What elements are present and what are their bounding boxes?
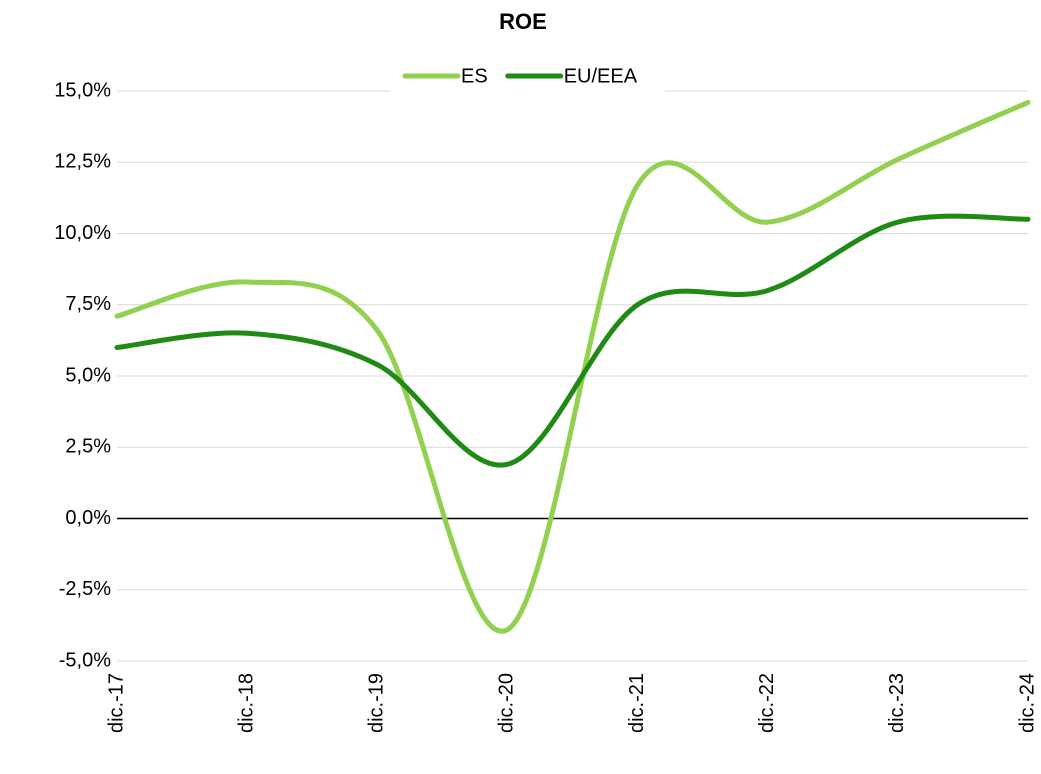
x-tick-label: dic.-20 [496, 673, 518, 733]
legend-label: EU/EEA [564, 65, 638, 87]
chart-title: ROE [499, 9, 547, 34]
y-tick-label: 12,5% [54, 151, 111, 173]
y-tick-label: 0,0% [65, 507, 111, 529]
x-tick-label: dic.-19 [366, 673, 388, 733]
y-tick-label: -2,5% [59, 578, 111, 600]
x-tick-label: dic.-23 [886, 673, 908, 733]
legend-label: ES [461, 65, 488, 87]
y-tick-label: 15,0% [54, 79, 111, 101]
series-line [114, 99, 1031, 634]
x-tick-label: dic.-17 [105, 673, 127, 733]
y-tick-label: 7,5% [65, 293, 111, 315]
y-tick-label: 5,0% [65, 364, 111, 386]
y-tick-label: 2,5% [65, 436, 111, 458]
y-tick-label: 10,0% [54, 222, 111, 244]
x-tick-label: dic.-21 [626, 673, 648, 733]
x-tick-label: dic.-18 [235, 673, 257, 733]
x-tick-label: dic.-22 [756, 673, 778, 733]
series-line [114, 213, 1031, 468]
x-tick-label: dic.-24 [1016, 673, 1038, 733]
y-tick-label: -5,0% [59, 649, 111, 671]
